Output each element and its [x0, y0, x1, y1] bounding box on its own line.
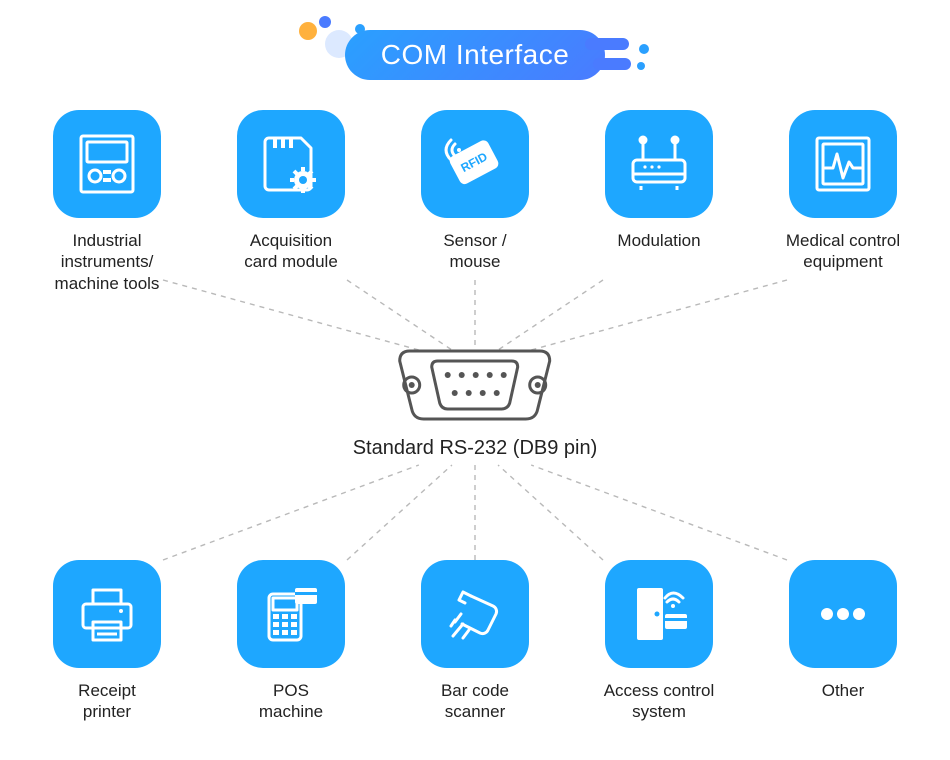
top-node: Medical control equipment [773, 110, 913, 294]
barcode-icon [421, 560, 529, 668]
center-connector: Standard RS-232 (DB9 pin) [353, 345, 598, 460]
decor-dot [319, 16, 331, 28]
top-node: Acquisition card module [221, 110, 361, 294]
bottom-node: Access control system [589, 560, 729, 723]
top-node: Sensor / mouse [405, 110, 545, 294]
db9-port-icon [390, 345, 560, 425]
node-label: Other [822, 680, 865, 701]
decor-tail [585, 38, 643, 72]
modem-icon [605, 110, 713, 218]
node-label: POS machine [259, 680, 323, 723]
node-label: Industrial instruments/ machine tools [37, 230, 177, 294]
dots-icon [789, 560, 897, 668]
node-label: Medical control equipment [786, 230, 900, 273]
node-label: Acquisition card module [244, 230, 338, 273]
bottom-node: Bar code scanner [405, 560, 545, 723]
top-row: Industrial instruments/ machine tools Acq… [0, 110, 950, 294]
title-banner: COM Interface [295, 20, 655, 90]
access-icon [605, 560, 713, 668]
top-node: Industrial instruments/ machine tools [37, 110, 177, 294]
instrument-icon [53, 110, 161, 218]
monitor-wave-icon [789, 110, 897, 218]
card-gear-icon [237, 110, 345, 218]
decor-dot [299, 22, 317, 40]
rfid-icon [421, 110, 529, 218]
node-label: Modulation [617, 230, 700, 251]
node-label: Receipt printer [78, 680, 136, 723]
node-label: Access control system [604, 680, 715, 723]
top-node: Modulation [589, 110, 729, 294]
printer-icon [53, 560, 161, 668]
node-label: Sensor / mouse [443, 230, 506, 273]
title-badge: COM Interface [345, 30, 605, 80]
bottom-node: Receipt printer [37, 560, 177, 723]
node-label: Bar code scanner [441, 680, 509, 723]
center-label: Standard RS-232 (DB9 pin) [353, 437, 598, 460]
bottom-node: POS machine [221, 560, 361, 723]
bottom-node: Other [773, 560, 913, 723]
title-text: COM Interface [381, 39, 570, 71]
pos-icon [237, 560, 345, 668]
bottom-row: Receipt printer POS machine Bar code scann… [0, 560, 950, 723]
